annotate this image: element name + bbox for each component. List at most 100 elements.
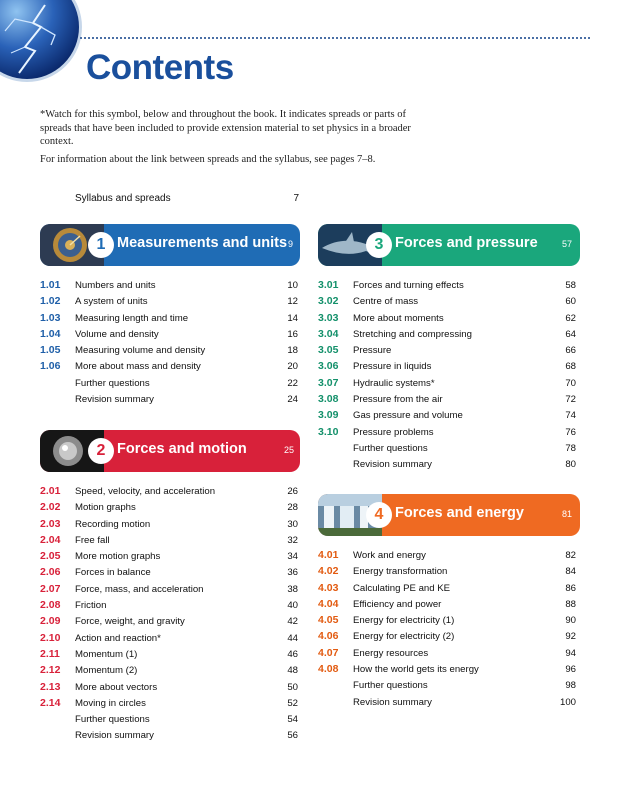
toc-entry[interactable]: 2.13 More about vectors 50 (40, 681, 298, 697)
toc-entry[interactable]: 2.08 Friction 40 (40, 599, 298, 615)
toc-entry[interactable]: Revision summary 80 (318, 458, 578, 474)
section-page: 25 (284, 445, 295, 455)
spread-number: 3.08 (318, 393, 339, 406)
toc-entry[interactable]: 4.07 Energy resources 94 (318, 647, 578, 663)
section-2-banner[interactable]: 2 Forces and motion 25 (40, 430, 300, 472)
spread-number: 3.03 (318, 311, 339, 324)
toc-entry[interactable]: 4.05 Energy for electricity (1) 90 (318, 614, 578, 630)
page-title: Contents (86, 48, 234, 87)
spread-number: 1.04 (40, 327, 61, 340)
section-1-banner[interactable]: 1 Measurements and units 9 (40, 224, 300, 266)
toc-entry[interactable]: 2.03 Recording motion 30 (40, 518, 298, 534)
spread-title: Action and reaction* (75, 632, 161, 644)
toc-entry[interactable]: 2.10 Action and reaction* 44 (40, 632, 298, 648)
spread-title: Momentum (1) (75, 648, 138, 660)
toc-entry[interactable]: 2.12 Momentum (2) 48 (40, 664, 298, 680)
toc-entry[interactable]: 1.05 Measuring volume and density 18 (40, 344, 298, 360)
toc-entry[interactable]: 2.07 Force, mass, and acceleration 38 (40, 583, 298, 599)
toc-entry[interactable]: 4.06 Energy for electricity (2) 92 (318, 630, 578, 646)
toc-entry[interactable]: 3.04 Stretching and compressing 64 (318, 328, 578, 344)
section-4-banner[interactable]: 4 Forces and energy 81 (318, 494, 580, 536)
spread-number: 3.04 (318, 327, 339, 340)
page-number: 18 (287, 345, 298, 357)
toc-entry[interactable]: 3.06 Pressure in liquids 68 (318, 360, 578, 376)
page-number: 96 (565, 664, 576, 676)
page-number: 82 (565, 550, 576, 561)
toc-entry[interactable]: Further questions 78 (318, 442, 578, 458)
spread-title: Pressure (353, 345, 392, 357)
toc-entry[interactable]: 1.03 Measuring length and time 14 (40, 312, 298, 328)
section-page: 81 (562, 509, 573, 519)
toc-entry[interactable]: 3.01 Forces and turning effects 58 (318, 279, 578, 295)
page-number: 84 (565, 566, 576, 578)
spread-number: 4.06 (318, 630, 339, 643)
toc-entry[interactable]: 4.08 How the world gets its energy 96 (318, 663, 578, 679)
toc-entry[interactable]: 3.07 Hydraulic systems* 70 (318, 377, 578, 393)
toc-entry[interactable]: 3.03 More about moments 62 (318, 312, 578, 328)
spread-number: 2.09 (40, 615, 61, 628)
syllabus-page-number: 7 (293, 193, 299, 204)
spread-title: Volume and density (75, 328, 159, 340)
page-number: 72 (565, 394, 576, 406)
spread-number: 2.02 (40, 501, 61, 514)
toc-entry[interactable]: Revision summary 100 (318, 696, 578, 712)
spread-number: 1.01 (40, 279, 61, 291)
toc-entry[interactable]: 1.02 A system of units 12 (40, 295, 298, 311)
section-number: 1 (88, 232, 114, 258)
spread-title: Pressure from the air (353, 394, 443, 406)
page-number: 28 (287, 502, 298, 514)
spread-title: Calculating PE and KE (353, 582, 451, 594)
spread-title: Revision summary (353, 459, 432, 471)
page-number: 92 (565, 631, 576, 643)
section-1-list: 1.01 Numbers and units 10 1.02 A system of u… (40, 279, 298, 409)
page-number: 38 (287, 583, 298, 595)
toc-entry[interactable]: Further questions 54 (40, 713, 298, 729)
spread-number: 1.06 (40, 360, 61, 373)
spread-number: 3.01 (318, 279, 339, 291)
toc-entry[interactable]: 2.04 Free fall 32 (40, 534, 298, 550)
toc-entry[interactable]: 3.02 Centre of mass 60 (318, 295, 578, 311)
spread-title: Efficiency and power (353, 598, 442, 610)
spread-number: 4.03 (318, 581, 339, 594)
page-number: 78 (565, 442, 576, 454)
toc-entry[interactable]: 2.09 Force, weight, and gravity 42 (40, 615, 298, 631)
spread-number: 1.05 (40, 344, 61, 357)
toc-entry[interactable]: 2.14 Moving in circles 52 (40, 697, 298, 713)
syllabus-link[interactable]: Syllabus and spreads (75, 193, 171, 204)
toc-entry[interactable]: Revision summary 56 (40, 729, 298, 745)
toc-entry[interactable]: 3.08 Pressure from the air 72 (318, 393, 578, 409)
spread-number: 2.14 (40, 696, 61, 709)
spread-title: More motion graphs (75, 551, 161, 563)
spread-title: Measuring volume and density (75, 345, 206, 357)
toc-entry[interactable]: 1.06 More about mass and density 20 (40, 360, 298, 376)
toc-entry[interactable]: Further questions 98 (318, 679, 578, 695)
waterfall-image (318, 494, 382, 536)
toc-entry[interactable]: 4.04 Efficiency and power 88 (318, 598, 578, 614)
page-number: 68 (565, 361, 576, 373)
toc-entry[interactable]: 2.05 More motion graphs 34 (40, 550, 298, 566)
toc-entry[interactable]: 1.04 Volume and density 16 (40, 328, 298, 344)
section-title: Forces and pressure (395, 235, 538, 251)
toc-entry[interactable]: 2.02 Motion graphs 28 (40, 501, 298, 517)
page-number: 34 (287, 551, 298, 563)
toc-entry[interactable]: 4.02 Energy transformation 84 (318, 565, 578, 581)
toc-entry[interactable]: 3.10 Pressure problems 76 (318, 426, 578, 442)
spread-title: Further questions (353, 680, 428, 692)
spread-number: 2.06 (40, 566, 61, 579)
toc-entry[interactable]: 2.06 Forces in balance 36 (40, 566, 298, 582)
toc-entry[interactable]: 4.01 Work and energy 82 (318, 549, 578, 565)
toc-entry[interactable]: Further questions 22 (40, 377, 298, 393)
toc-entry[interactable]: 4.03 Calculating PE and KE 86 (318, 582, 578, 598)
toc-entry[interactable]: Revision summary 24 (40, 393, 298, 409)
toc-entry[interactable]: 2.01 Speed, velocity, and acceleration 26 (40, 485, 298, 501)
page-number: 50 (287, 681, 298, 693)
spread-title: Measuring length and time (75, 312, 189, 324)
toc-entry[interactable]: 3.09 Gas pressure and volume 74 (318, 409, 578, 425)
page-number: 60 (565, 296, 576, 308)
toc-entry[interactable]: 1.01 Numbers and units 10 (40, 279, 298, 295)
section-3-banner[interactable]: 3 Forces and pressure 57 (318, 224, 580, 266)
toc-entry[interactable]: 2.11 Momentum (1) 46 (40, 648, 298, 664)
toc-entry[interactable]: 3.05 Pressure 66 (318, 344, 578, 360)
spread-number: 2.10 (40, 631, 61, 644)
spread-title: Revision summary (353, 696, 432, 708)
